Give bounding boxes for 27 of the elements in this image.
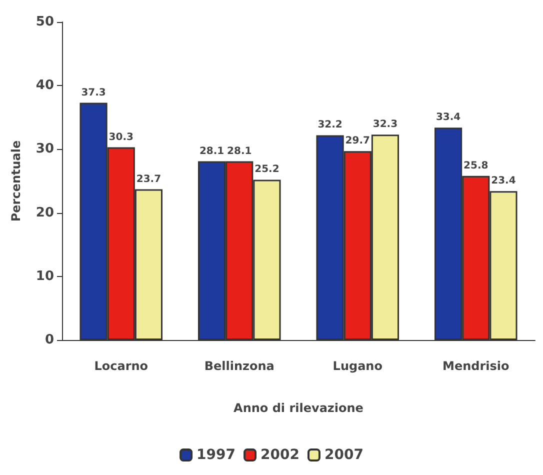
data-label: 30.3 (108, 132, 134, 143)
y-tick-label: 0 (44, 332, 54, 348)
data-label: 29.7 (345, 136, 370, 147)
legend-label: 1997 (196, 447, 236, 463)
y-axis-title: Percentuale (9, 140, 23, 222)
data-label: 25.8 (464, 160, 488, 172)
x-tick-label: Locarno (94, 359, 148, 373)
legend-label: 2007 (324, 447, 364, 463)
data-label: 28.1 (199, 146, 224, 157)
x-axis-title: Anno di rilevazione (234, 401, 364, 415)
y-tick-label: 30 (36, 142, 54, 157)
x-tick-label: Mendrisio (442, 359, 510, 373)
y-tick-label: 40 (36, 78, 54, 94)
y-tick-label: 10 (36, 268, 54, 284)
data-label: 32.2 (318, 120, 342, 131)
y-tick-label: 50 (36, 14, 54, 30)
data-label: 25.2 (254, 164, 280, 176)
data-label: 32.3 (372, 119, 398, 130)
data-label: 28.1 (227, 146, 252, 157)
data-label: 33.4 (436, 112, 461, 124)
y-tick-label: 20 (36, 205, 54, 220)
x-tick-label: Lugano (332, 359, 382, 373)
data-label: 23.4 (491, 176, 516, 187)
legend-label: 2002 (260, 447, 300, 463)
x-tick-label: Bellinzona (204, 359, 274, 373)
data-label: 37.3 (81, 87, 106, 98)
data-label: 23.7 (136, 174, 162, 185)
